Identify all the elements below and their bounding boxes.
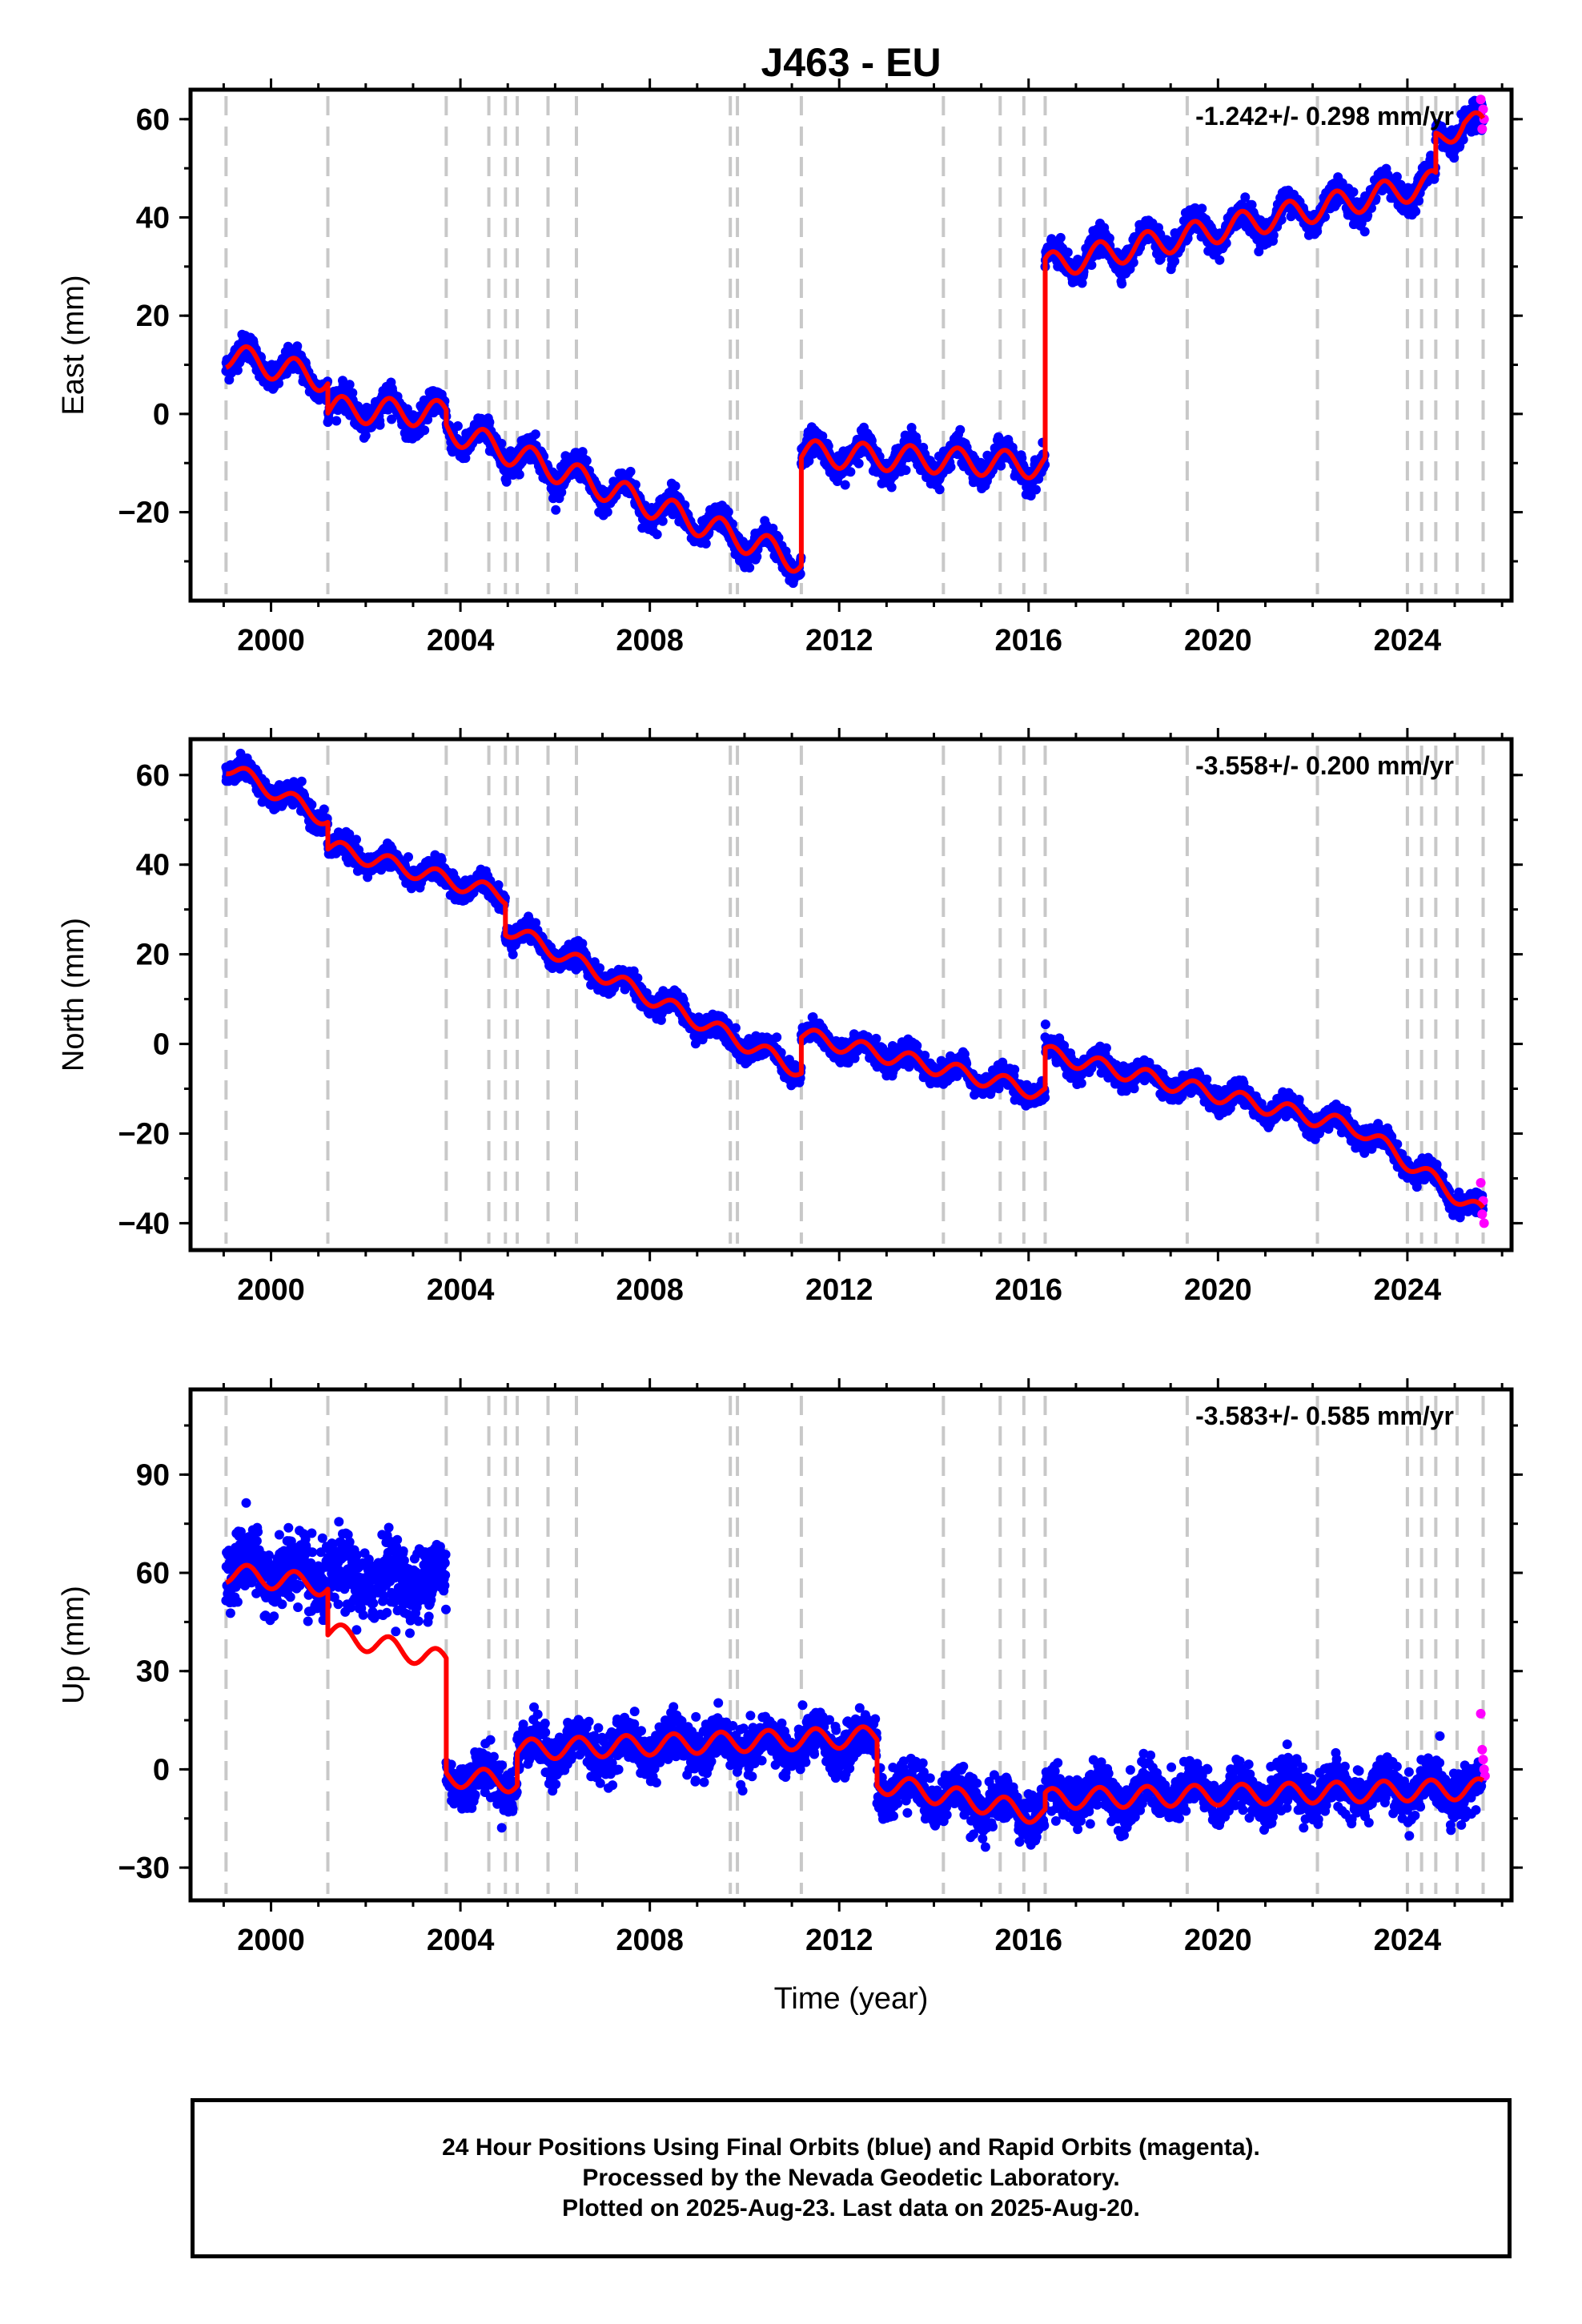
step-lines [224,96,1485,594]
y-tick-label: 60 [136,759,170,793]
rapid-orbit-point [1477,1744,1488,1755]
x-tick-label: 2004 [427,624,495,657]
plot-frame [188,737,1514,1252]
x-tick-label: 2016 [995,1273,1063,1307]
model-line [224,766,1485,1209]
x-tick-label: 2008 [616,1924,684,1957]
y-tick-label: 0 [153,1753,170,1787]
rapid-orbit-point [1476,1178,1486,1188]
x-tick-label: 2020 [1184,1924,1252,1957]
rapid-orbit-point [1477,1209,1488,1220]
x-tick-label: 2012 [805,1924,873,1957]
y-tick-label: −30 [118,1852,170,1885]
rapid-orbit-point [1479,1218,1489,1228]
final-orbit-points [221,748,1488,1223]
y-tick-label: −20 [118,497,170,530]
x-tick-label: 2024 [1374,1924,1442,1957]
y-axis-title: East (mm) [57,275,90,415]
y-tick-label: 0 [153,1028,170,1062]
y-tick-label: 90 [136,1458,170,1492]
y-tick-label: 30 [136,1655,170,1689]
y-tick-label: −40 [118,1207,170,1240]
model-line [224,110,1485,574]
x-tick-label: 2020 [1184,624,1252,657]
rapid-orbit-point [1476,94,1486,105]
x-tick-label: 2024 [1374,1273,1442,1307]
x-tick-label: 2008 [616,624,684,657]
plot-frame [188,87,1514,603]
step-lines [224,746,1485,1244]
rate-label: -3.558+/- 0.200 mm/yr [1195,751,1454,780]
x-tick-label: 2016 [995,624,1063,657]
x-tick-label: 2000 [237,1924,305,1957]
y-tick-label: 20 [136,300,170,333]
panel-1: 2000 2004 2008 2012 2016 2020 2024 −20 0 20 40 60 Ea… [57,78,1523,657]
x-tick-label: 2000 [237,1273,305,1307]
x-tick-label: 2012 [805,624,873,657]
panel-3: 2000 2004 2008 2012 2016 2020 2024 −30 0 30 60 90 Up… [57,1378,1523,1957]
x-tick-label: 2004 [427,1273,495,1307]
y-tick-label: 40 [136,849,170,883]
x-tick-label: 2000 [237,624,305,657]
y-tick-label: 60 [136,103,170,137]
final-orbit-points [221,1498,1488,1852]
x-tick-label: 2008 [616,1273,684,1307]
x-tick-label: 2020 [1184,1273,1252,1307]
x-tick-label: 2012 [805,1273,873,1307]
y-tick-label: −20 [118,1117,170,1151]
chart-title: J463 - EU [761,40,941,85]
y-axis-title: North (mm) [57,918,90,1072]
rapid-orbit-point [1477,124,1488,135]
step-lines [224,1396,1485,1894]
rapid-orbit-point [1478,104,1488,115]
x-tick-label: 2024 [1374,624,1442,657]
rate-label: -1.242+/- 0.298 mm/yr [1195,102,1454,131]
y-tick-label: 40 [136,202,170,235]
plot-frame [188,1387,1514,1903]
rate-label: -3.583+/- 0.585 mm/yr [1195,1401,1454,1430]
rapid-orbit-point [1478,1755,1488,1765]
y-axis-title: Up (mm) [57,1586,90,1704]
x-tick-label: 2004 [427,1924,495,1957]
caption-line-1: 24 Hour Positions Using Final Orbits (bl… [442,2134,1260,2161]
final-orbit-points [221,94,1488,589]
model-line [224,1562,1485,1825]
panels: 2000 2004 2008 2012 2016 2020 2024−200204060Ea… [57,78,1523,1957]
x-tick-label: 2016 [995,1924,1063,1957]
y-tick-label: 60 [136,1557,170,1590]
caption-line-2: Processed by the Nevada Geodetic Laborat… [582,2165,1120,2191]
caption-line-3: Plotted on 2025-Aug-23. Last data on 202… [562,2195,1140,2221]
panel-2: 2000 2004 2008 2012 2016 2020 2024 −40 −20 0 20 40 6… [57,728,1523,1307]
rapid-orbit-point [1476,1708,1486,1719]
y-tick-label: 0 [153,398,170,432]
caption-box: 24 Hour Positions Using Final Orbits (bl… [191,2098,1512,2258]
y-tick-label: 20 [136,939,170,972]
x-axis-title: Time (year) [774,1982,929,2016]
